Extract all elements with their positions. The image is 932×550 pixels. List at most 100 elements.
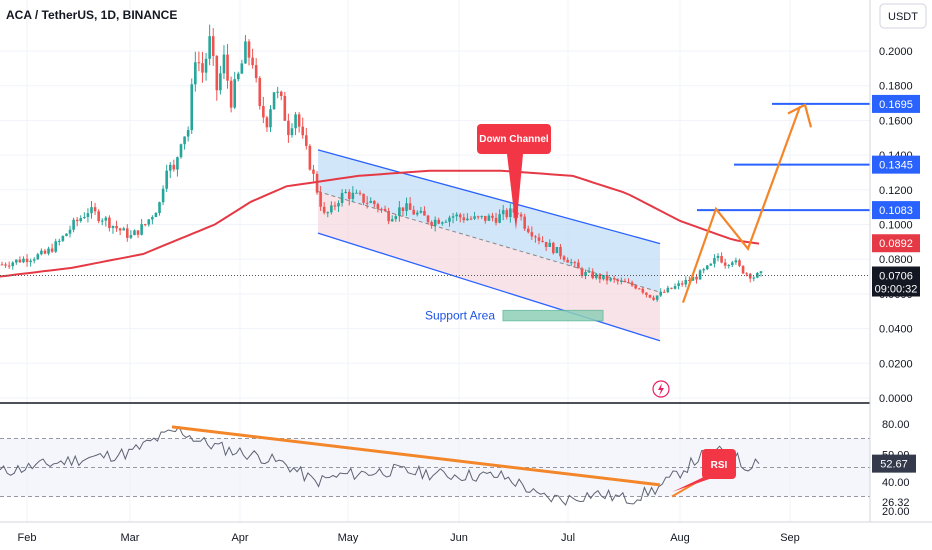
candle-body — [458, 214, 462, 218]
candle-body — [254, 65, 258, 79]
candle-body — [4, 264, 7, 266]
candle-body — [716, 255, 720, 259]
candle-body — [365, 202, 369, 204]
y-tick-label: 0.1800 — [879, 81, 913, 93]
candle-body — [444, 221, 448, 223]
candle-body — [401, 207, 405, 211]
rsi-value-label: 52.67 — [880, 459, 908, 471]
candle-body — [602, 275, 605, 280]
candle-body — [65, 233, 68, 237]
candle-body — [630, 282, 634, 286]
candle-body — [505, 210, 509, 218]
candle-body — [655, 295, 659, 300]
rsi-line — [0, 425, 760, 506]
candle-body — [283, 95, 287, 121]
ma-tag-label: 0.0892 — [879, 238, 913, 250]
candle-body — [534, 236, 537, 238]
candle-body — [487, 215, 491, 221]
last-price-tag — [872, 266, 920, 297]
candle-body — [358, 192, 362, 194]
candle-body — [15, 259, 18, 263]
candle-body — [484, 215, 487, 221]
candle-body — [648, 294, 652, 298]
candle-body — [50, 248, 54, 252]
candles — [0, 24, 763, 302]
candle-body — [605, 275, 609, 281]
candle-body — [587, 271, 591, 273]
candle-body — [580, 268, 584, 276]
candle-body — [526, 228, 530, 233]
symbol-title: ACA / TetherUS, 1D, BINANCE — [6, 8, 177, 22]
y-tick-label: 0.0400 — [879, 324, 913, 336]
level-tag-label: 0.1083 — [879, 205, 913, 217]
candle-body — [609, 278, 612, 281]
candle-body — [684, 279, 688, 285]
candle-body — [645, 292, 648, 295]
candle-body — [738, 260, 741, 266]
candle-body — [154, 213, 158, 218]
candle-body — [437, 219, 441, 224]
candle-body — [129, 235, 133, 238]
channel-upper-line — [317, 149, 661, 245]
candle-body — [75, 219, 79, 222]
x-tick-label: May — [338, 532, 359, 544]
candle-body — [441, 222, 444, 224]
candle-body — [519, 214, 523, 217]
ma-tag — [872, 234, 920, 253]
candle-body — [0, 264, 4, 266]
candle-body — [723, 262, 727, 266]
candle-body — [22, 258, 25, 263]
candle-body — [566, 259, 569, 263]
candle-body — [509, 208, 512, 218]
candle-body — [355, 192, 358, 194]
price-levels — [0, 102, 870, 277]
candle-body — [677, 283, 680, 287]
candle-body — [398, 207, 401, 217]
candle-body — [40, 250, 43, 255]
candle-body — [709, 263, 713, 266]
moving-average — [0, 169, 760, 278]
level-tag — [872, 155, 920, 174]
candle-body — [476, 216, 480, 218]
candle-body — [133, 230, 136, 236]
candle-body — [680, 283, 684, 285]
candle-body — [168, 164, 172, 171]
candle-body — [745, 273, 748, 275]
candle-body — [419, 210, 423, 213]
candle-body — [151, 217, 154, 220]
rsi-tick-label: 40.00 — [882, 477, 910, 489]
candle-body — [233, 79, 236, 108]
candle-body — [530, 232, 534, 237]
x-tick-label: Jul — [561, 532, 575, 544]
support-label: Support Area — [425, 309, 495, 323]
rsi-trendline — [171, 425, 661, 487]
countdown-label: 09:00:32 — [875, 284, 918, 296]
candle-body — [290, 128, 294, 136]
candle-body — [340, 192, 344, 203]
candle-body — [759, 271, 763, 273]
candle-body — [140, 224, 143, 235]
y-tick-label: 0.1000 — [879, 220, 913, 232]
rsi-pane — [0, 402, 932, 506]
candle-body — [376, 204, 380, 209]
channel-lower-line — [317, 232, 661, 342]
candle-body — [408, 203, 412, 210]
candle-body — [623, 280, 627, 283]
candle-body — [236, 73, 240, 80]
candle-body — [147, 219, 151, 225]
candle-body — [100, 220, 104, 222]
candle-body — [559, 247, 562, 257]
candle-body — [240, 63, 244, 74]
candle-body — [29, 260, 32, 263]
candle-body — [620, 280, 623, 282]
candle-body — [390, 219, 394, 222]
candle-body — [394, 216, 398, 220]
candle-body — [165, 170, 168, 189]
support-zone — [502, 309, 604, 322]
candle-body — [197, 62, 201, 64]
candle-body — [247, 41, 251, 58]
candle-body — [11, 262, 15, 267]
candle-body — [54, 241, 57, 252]
